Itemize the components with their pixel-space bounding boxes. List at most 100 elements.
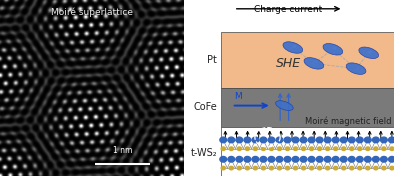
Circle shape bbox=[325, 147, 330, 150]
Bar bbox=[221, 32, 394, 88]
Circle shape bbox=[300, 156, 307, 162]
Circle shape bbox=[324, 137, 331, 143]
Circle shape bbox=[325, 166, 330, 170]
Circle shape bbox=[358, 147, 362, 150]
Text: CoFe: CoFe bbox=[193, 102, 217, 112]
Circle shape bbox=[381, 137, 387, 143]
Text: 1 nm: 1 nm bbox=[113, 146, 132, 155]
Circle shape bbox=[236, 137, 243, 143]
Circle shape bbox=[318, 147, 322, 150]
Circle shape bbox=[276, 137, 283, 143]
Circle shape bbox=[236, 156, 243, 162]
Circle shape bbox=[285, 166, 290, 170]
Text: Moiré superlattice: Moiré superlattice bbox=[50, 7, 133, 17]
Circle shape bbox=[301, 147, 306, 150]
Circle shape bbox=[237, 166, 242, 170]
Circle shape bbox=[348, 137, 355, 143]
Circle shape bbox=[268, 156, 275, 162]
Circle shape bbox=[324, 156, 331, 162]
Circle shape bbox=[374, 147, 378, 150]
Circle shape bbox=[244, 137, 251, 143]
Circle shape bbox=[316, 137, 323, 143]
Ellipse shape bbox=[346, 63, 366, 74]
Circle shape bbox=[261, 166, 266, 170]
Circle shape bbox=[260, 137, 267, 143]
Circle shape bbox=[276, 156, 283, 162]
Circle shape bbox=[294, 166, 297, 170]
Circle shape bbox=[340, 137, 347, 143]
Circle shape bbox=[300, 137, 307, 143]
Circle shape bbox=[277, 166, 282, 170]
Circle shape bbox=[316, 156, 323, 162]
Circle shape bbox=[366, 147, 370, 150]
Circle shape bbox=[358, 166, 362, 170]
Circle shape bbox=[332, 156, 339, 162]
Circle shape bbox=[245, 147, 249, 150]
Circle shape bbox=[382, 147, 386, 150]
Circle shape bbox=[364, 156, 371, 162]
Circle shape bbox=[348, 156, 355, 162]
Circle shape bbox=[388, 156, 394, 162]
Circle shape bbox=[332, 137, 339, 143]
Circle shape bbox=[221, 147, 225, 150]
Circle shape bbox=[366, 166, 370, 170]
Circle shape bbox=[228, 137, 235, 143]
Text: M: M bbox=[234, 92, 242, 101]
Text: Charge current: Charge current bbox=[255, 5, 323, 14]
Circle shape bbox=[229, 147, 233, 150]
Circle shape bbox=[372, 156, 379, 162]
Circle shape bbox=[349, 166, 354, 170]
Ellipse shape bbox=[359, 47, 379, 59]
Text: Pt: Pt bbox=[207, 55, 217, 65]
Circle shape bbox=[284, 137, 291, 143]
Circle shape bbox=[229, 166, 233, 170]
Circle shape bbox=[374, 166, 378, 170]
Circle shape bbox=[221, 166, 225, 170]
Circle shape bbox=[260, 156, 267, 162]
Circle shape bbox=[269, 166, 273, 170]
Circle shape bbox=[252, 156, 259, 162]
Circle shape bbox=[284, 156, 291, 162]
Circle shape bbox=[253, 166, 258, 170]
Circle shape bbox=[220, 137, 227, 143]
Circle shape bbox=[382, 166, 386, 170]
Text: SHE: SHE bbox=[276, 57, 301, 70]
Circle shape bbox=[228, 156, 235, 162]
Text: t-WS₂: t-WS₂ bbox=[190, 148, 217, 158]
Circle shape bbox=[342, 166, 346, 170]
Circle shape bbox=[292, 156, 299, 162]
Circle shape bbox=[340, 156, 347, 162]
Circle shape bbox=[268, 137, 275, 143]
Circle shape bbox=[220, 156, 227, 162]
Circle shape bbox=[308, 137, 315, 143]
Circle shape bbox=[390, 166, 394, 170]
Circle shape bbox=[357, 137, 363, 143]
Circle shape bbox=[381, 156, 387, 162]
Circle shape bbox=[334, 166, 338, 170]
Circle shape bbox=[334, 147, 338, 150]
Circle shape bbox=[388, 137, 394, 143]
Circle shape bbox=[309, 166, 314, 170]
Circle shape bbox=[245, 166, 249, 170]
Ellipse shape bbox=[275, 101, 293, 111]
Circle shape bbox=[252, 137, 259, 143]
Circle shape bbox=[244, 156, 251, 162]
Circle shape bbox=[318, 166, 322, 170]
Circle shape bbox=[294, 147, 297, 150]
Circle shape bbox=[308, 156, 315, 162]
Circle shape bbox=[301, 166, 306, 170]
Circle shape bbox=[292, 137, 299, 143]
Circle shape bbox=[349, 147, 354, 150]
Ellipse shape bbox=[304, 58, 324, 69]
Circle shape bbox=[277, 147, 282, 150]
Circle shape bbox=[285, 147, 290, 150]
Ellipse shape bbox=[323, 43, 343, 55]
Bar bbox=[221, 88, 394, 127]
Text: Moiré magnetic field: Moiré magnetic field bbox=[305, 116, 392, 126]
Circle shape bbox=[364, 137, 371, 143]
Circle shape bbox=[357, 156, 363, 162]
Circle shape bbox=[342, 147, 346, 150]
Circle shape bbox=[261, 147, 266, 150]
Ellipse shape bbox=[283, 42, 303, 53]
Circle shape bbox=[269, 147, 273, 150]
